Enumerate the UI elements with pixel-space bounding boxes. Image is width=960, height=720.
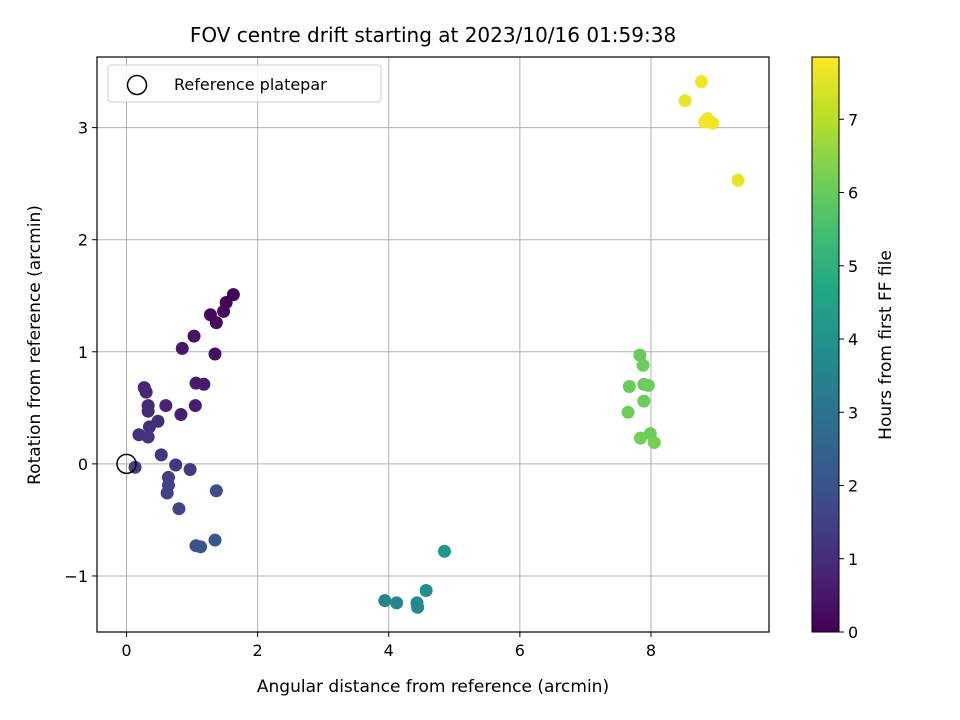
data-point — [641, 378, 655, 392]
data-point — [154, 448, 168, 462]
data-point — [209, 484, 223, 498]
y-tick-label: 3 — [78, 119, 88, 138]
data-point — [188, 399, 202, 413]
data-point — [175, 341, 189, 355]
axis-ticks: 0 2 4 6 8 −1 0 1 2 3 — [64, 119, 656, 660]
colorbar-ticks: 0 1 2 3 4 5 6 7 — [839, 110, 858, 642]
data-point — [647, 436, 661, 450]
data-point — [187, 329, 201, 343]
reference-marker-layer — [116, 453, 137, 475]
y-tick-label: 1 — [78, 343, 88, 362]
data-point — [637, 394, 651, 408]
data-point — [172, 502, 186, 516]
data-point — [194, 540, 208, 554]
data-points — [128, 75, 745, 614]
data-point — [174, 408, 188, 422]
data-point — [419, 584, 433, 598]
colorbar-gradient — [811, 56, 840, 633]
data-point — [633, 348, 647, 362]
reference-platepar-marker — [116, 453, 137, 475]
legend: Reference platepar — [107, 64, 382, 103]
colorbar-tick-label: 7 — [848, 110, 858, 129]
x-axis-title: Angular distance from reference (arcmin) — [257, 677, 609, 697]
colorbar-tick-label: 3 — [848, 403, 858, 422]
y-tick-label: 0 — [78, 455, 88, 474]
colorbar-tick-label: 5 — [848, 257, 858, 276]
legend-label: Reference platepar — [174, 75, 327, 94]
colorbar-tick-label: 2 — [848, 477, 858, 496]
x-tick-label: 2 — [253, 641, 263, 660]
data-point — [634, 431, 648, 445]
y-tick-label: 2 — [78, 231, 88, 250]
data-point — [159, 399, 173, 413]
data-point — [208, 347, 222, 361]
data-point — [139, 385, 153, 399]
grid — [97, 57, 769, 632]
legend-box — [107, 64, 382, 103]
data-point — [706, 116, 720, 130]
data-point — [197, 377, 211, 391]
chart-title: FOV centre drift starting at 2023/10/16 … — [190, 23, 676, 47]
data-point — [208, 533, 222, 547]
data-point — [169, 458, 183, 472]
legend-marker-hollow-circle — [126, 74, 148, 96]
data-point — [183, 462, 197, 476]
data-point — [217, 304, 231, 318]
x-tick-label: 8 — [646, 641, 656, 660]
data-point — [160, 486, 174, 500]
data-point — [390, 596, 404, 610]
data-point — [209, 316, 223, 330]
data-point — [411, 600, 425, 614]
colorbar-tick-label: 0 — [848, 623, 858, 642]
plot-area-frame — [96, 56, 770, 633]
colorbar: 0 1 2 3 4 5 6 7 Hours from first FF file — [811, 56, 896, 642]
colorbar-tick-label: 4 — [848, 330, 858, 349]
x-tick-label: 0 — [121, 641, 131, 660]
data-point — [731, 173, 745, 187]
data-point — [621, 405, 635, 419]
data-point — [694, 75, 708, 89]
colorbar-title: Hours from first FF file — [876, 250, 896, 440]
colorbar-tick-label: 6 — [848, 184, 858, 203]
colorbar-tick-label: 1 — [848, 550, 858, 569]
y-axis-title: Rotation from reference (arcmin) — [25, 205, 45, 485]
data-point — [141, 404, 155, 418]
data-point — [141, 430, 155, 444]
data-point — [142, 420, 156, 434]
x-tick-label: 4 — [384, 641, 394, 660]
data-point — [437, 544, 451, 558]
x-tick-label: 6 — [515, 641, 525, 660]
data-point — [622, 380, 636, 394]
y-tick-label: −1 — [64, 567, 88, 586]
data-point — [678, 94, 692, 108]
data-point — [378, 594, 392, 608]
data-point — [636, 358, 650, 372]
